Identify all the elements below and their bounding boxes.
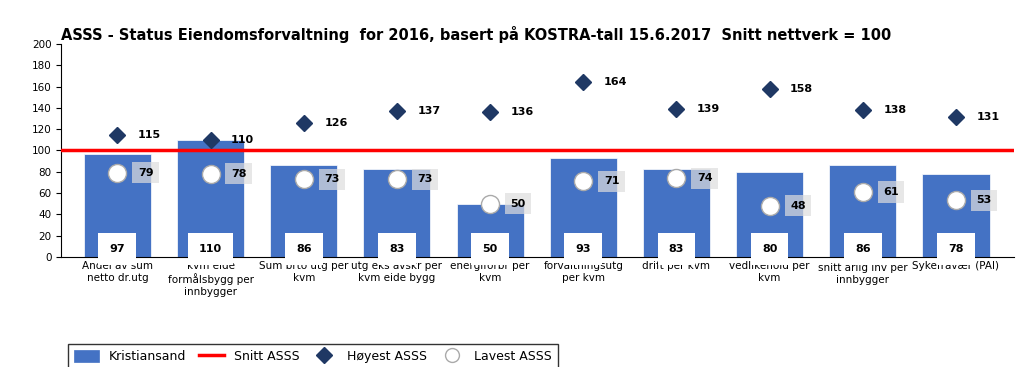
Bar (270, 166, 337, 257)
Text: 86: 86 (296, 244, 311, 254)
Bar (84, 154, 151, 257)
Legend: Kristiansand, Snitt ASSS, Høyest ASSS, Lavest ASSS: Kristiansand, Snitt ASSS, Høyest ASSS, L… (68, 344, 558, 367)
Text: 110: 110 (231, 135, 254, 145)
Bar (829, 166, 896, 257)
Bar (736, 172, 803, 257)
Text: 80: 80 (762, 244, 777, 254)
Text: 93: 93 (575, 244, 591, 254)
Text: 97: 97 (110, 244, 125, 254)
Text: 61: 61 (884, 187, 899, 197)
Text: 50: 50 (511, 199, 526, 209)
Text: 79: 79 (138, 168, 154, 178)
Text: 138: 138 (884, 105, 906, 115)
Text: 48: 48 (791, 201, 806, 211)
Text: 73: 73 (418, 174, 433, 184)
Text: 83: 83 (389, 244, 404, 254)
Text: 164: 164 (604, 77, 628, 87)
Text: 78: 78 (231, 169, 247, 179)
Text: 139: 139 (697, 104, 720, 114)
Bar (177, 140, 244, 257)
Text: 137: 137 (418, 106, 440, 116)
Bar (550, 158, 616, 257)
Text: 78: 78 (948, 244, 964, 254)
Text: 53: 53 (977, 196, 991, 206)
Text: 158: 158 (791, 84, 813, 94)
Text: 110: 110 (199, 244, 222, 254)
Text: 86: 86 (855, 244, 870, 254)
Text: 71: 71 (604, 176, 620, 186)
Text: 136: 136 (511, 107, 534, 117)
Text: 126: 126 (325, 118, 347, 128)
Bar (923, 174, 989, 257)
Text: 115: 115 (138, 130, 161, 139)
Bar (457, 204, 523, 257)
Text: 83: 83 (669, 244, 684, 254)
Text: 50: 50 (482, 244, 498, 254)
Text: ASSS - Status Eiendomsforvaltning  for 2016, basert på KOSTRA-tall 15.6.2017  Sn: ASSS - Status Eiendomsforvaltning for 20… (61, 26, 892, 43)
Bar (643, 168, 710, 257)
Bar (364, 168, 430, 257)
Text: 74: 74 (697, 173, 713, 183)
Text: 73: 73 (325, 174, 340, 184)
Text: 131: 131 (977, 112, 999, 123)
